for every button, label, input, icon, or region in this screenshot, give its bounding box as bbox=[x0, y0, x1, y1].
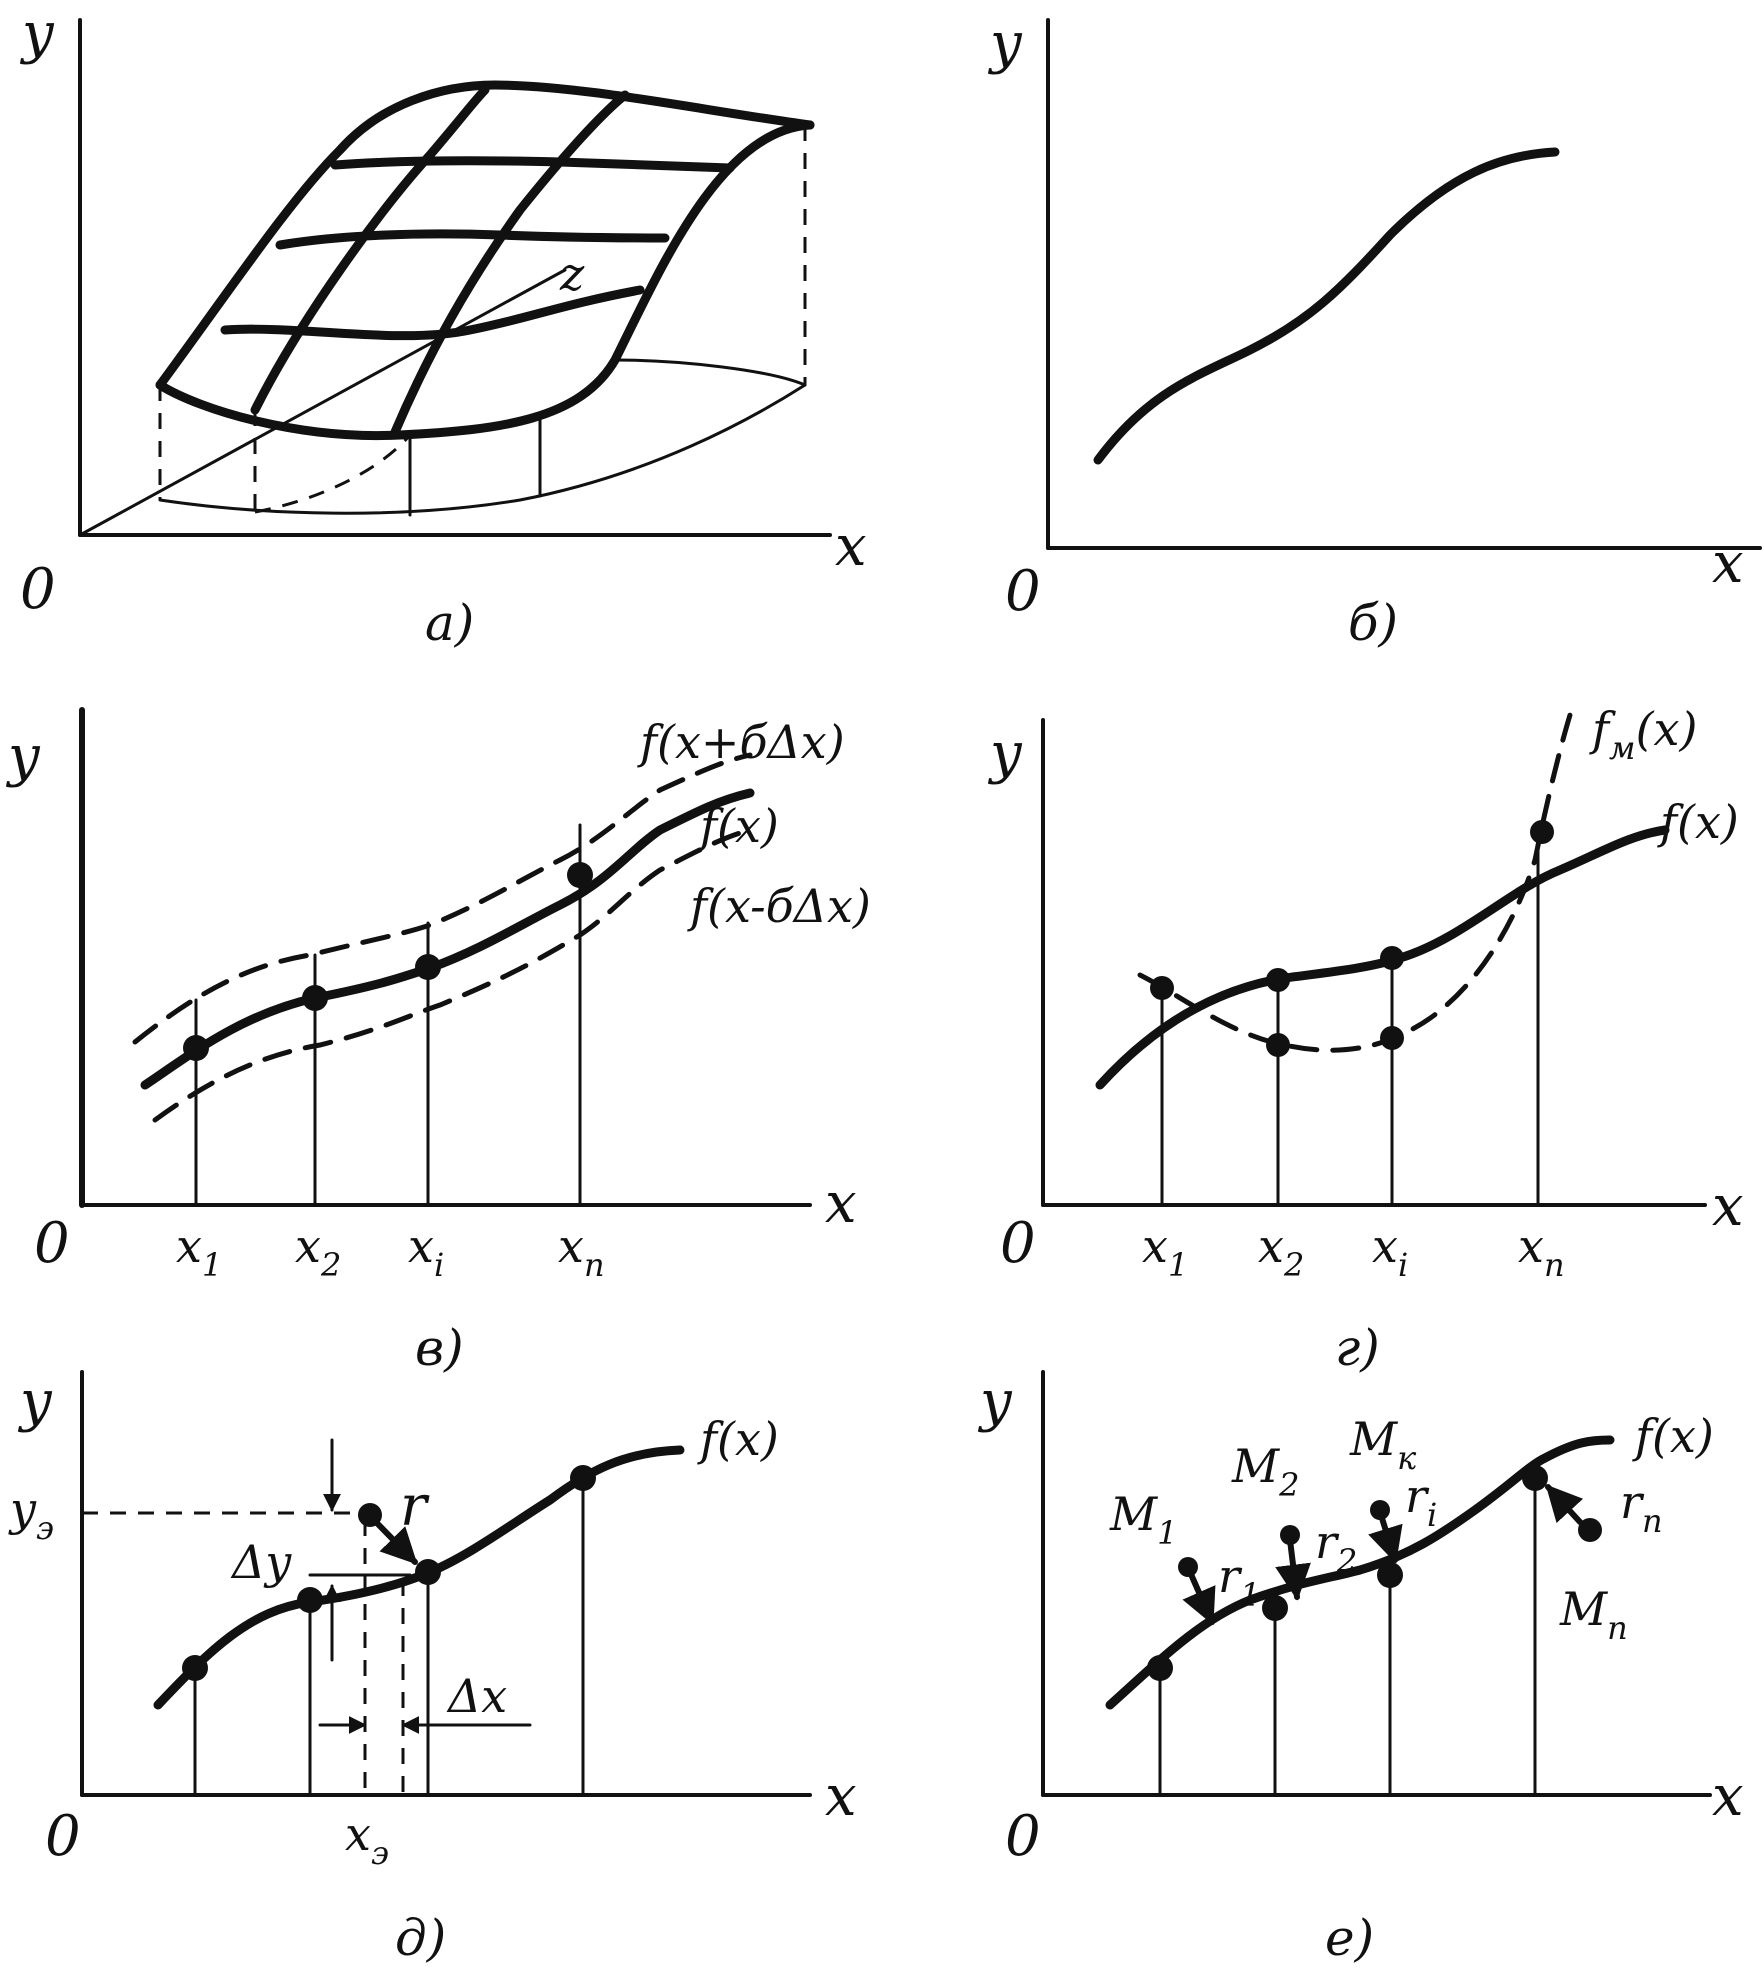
ye-label: yэ bbox=[8, 1482, 54, 1547]
tick-g-xn: xп bbox=[1518, 1219, 1565, 1284]
lower-curve-label: f(x-бΔx) bbox=[687, 879, 871, 933]
panel-a: y x z 0 а) bbox=[19, 1, 867, 652]
residual-r2-arrow bbox=[1275, 1537, 1311, 1601]
tick-v-xn: xп bbox=[558, 1219, 605, 1284]
data-point-v-1 bbox=[183, 1035, 209, 1061]
tick-v-x2: x2 bbox=[295, 1219, 341, 1284]
main-curve-g-label: f(x) bbox=[1657, 795, 1739, 849]
data-point-g-n bbox=[1530, 820, 1554, 844]
upper-curve-label: f(x+бΔx) bbox=[637, 715, 845, 769]
data-point-g-i bbox=[1380, 946, 1404, 970]
panel-a-x-label: x bbox=[835, 514, 867, 579]
panel-e-caption: е) bbox=[1325, 1909, 1374, 1967]
point-Mk bbox=[1370, 1500, 1390, 1520]
residual-r1-arrow bbox=[1182, 1569, 1216, 1626]
residual-r-arrow bbox=[369, 1515, 418, 1565]
residual-ri-arrow bbox=[1368, 1512, 1403, 1564]
label-M2: M2 bbox=[1231, 1439, 1299, 1504]
data-point-d-2 bbox=[297, 1587, 323, 1613]
dx-label: Δx bbox=[446, 1669, 507, 1723]
panel-b: y x 0 б) bbox=[987, 11, 1762, 652]
data-point-v-2 bbox=[302, 985, 328, 1011]
tick-v-x1: x1 bbox=[176, 1219, 222, 1284]
label-rn: rп bbox=[1620, 1475, 1663, 1540]
panel-g-y-label: y bbox=[987, 721, 1023, 786]
main-curve-v-label: f(x) bbox=[697, 799, 779, 853]
panel-g-origin-label: 0 bbox=[1000, 1211, 1036, 1276]
panel-g-x-label: x bbox=[1712, 1174, 1744, 1239]
tick-g-x1: x1 bbox=[1142, 1219, 1188, 1284]
data-point-d-3 bbox=[415, 1559, 441, 1585]
data-point-d-4 bbox=[570, 1465, 596, 1491]
model-point-g-i bbox=[1380, 1026, 1404, 1050]
panel-d-x-label: x bbox=[825, 1764, 857, 1829]
panel-d-origin-label: 0 bbox=[45, 1804, 81, 1869]
panel-v-y-label: y bbox=[5, 724, 41, 789]
label-r2: r2 bbox=[1315, 1515, 1357, 1580]
tick-v-xi: xi bbox=[408, 1219, 444, 1284]
panel-g-caption: г) bbox=[1335, 1319, 1380, 1377]
panel-v-caption: в) bbox=[415, 1319, 464, 1377]
tick-g-xi: xi bbox=[1372, 1219, 1408, 1284]
panel-a-caption: а) bbox=[425, 594, 474, 652]
panel-b-origin-label: 0 bbox=[1005, 559, 1041, 624]
panel-b-y-label: y bbox=[987, 11, 1023, 76]
point-Mn bbox=[1578, 1518, 1602, 1542]
model-curve-label: fм(x) bbox=[1589, 702, 1697, 767]
panel-e-origin-label: 0 bbox=[1005, 1804, 1041, 1869]
model-point-g-2 bbox=[1266, 1033, 1290, 1057]
upper-band-curve bbox=[132, 752, 753, 1045]
surface-base bbox=[158, 125, 807, 517]
residual-rn-arrow bbox=[1545, 1484, 1584, 1525]
data-point-e-2 bbox=[1262, 1595, 1288, 1621]
panel-a-origin-label: 0 bbox=[20, 557, 56, 622]
dy-label: Δy bbox=[230, 1535, 292, 1589]
residual-r-label: r bbox=[400, 1474, 430, 1539]
label-Mk: Mк bbox=[1349, 1412, 1417, 1477]
panel-b-caption: б) bbox=[1348, 594, 1398, 652]
surface-mesh bbox=[155, 80, 815, 441]
data-point-v-i bbox=[415, 954, 441, 980]
point-M2 bbox=[1280, 1525, 1300, 1545]
panel-b-x-label: x bbox=[1712, 531, 1744, 596]
panel-d-y-label: y bbox=[17, 1369, 53, 1434]
main-curve-e-label: f(x) bbox=[1632, 1409, 1714, 1463]
panel-a-z-label: z bbox=[559, 247, 585, 301]
model-point-g-1 bbox=[1150, 976, 1174, 1000]
data-point-g-2 bbox=[1266, 968, 1290, 992]
xe-label: xэ bbox=[345, 1807, 389, 1872]
panel-g: y x 0 fм(x) f(x) x1 x2 xi xп г) bbox=[987, 702, 1744, 1377]
label-r1: r1 bbox=[1218, 1549, 1260, 1614]
panel-d: y x 0 f(x) yэ xэ Δy Δx r д) bbox=[8, 1369, 857, 1967]
tick-g-x2: x2 bbox=[1258, 1219, 1304, 1284]
data-point-e-1 bbox=[1147, 1655, 1173, 1681]
panel-a-y-label: y bbox=[19, 1, 55, 66]
panel-e-y-label: y bbox=[977, 1369, 1013, 1434]
model-curve-g bbox=[1137, 712, 1573, 1053]
lower-band-curve bbox=[152, 827, 753, 1123]
main-curve-v bbox=[140, 788, 755, 1090]
panel-v: y x 0 f(x+бΔx) f(x) f(x-бΔx) x1 x2 xi xп… bbox=[5, 707, 871, 1377]
panel-e-x-label: x bbox=[1712, 1764, 1744, 1829]
label-ri: ri bbox=[1405, 1469, 1437, 1534]
panel-b-curve bbox=[1093, 147, 1560, 465]
panel-v-origin-label: 0 bbox=[34, 1211, 70, 1276]
data-point-e-3 bbox=[1377, 1562, 1403, 1588]
main-curve-d-label: f(x) bbox=[697, 1412, 779, 1466]
data-point-e-4 bbox=[1522, 1465, 1548, 1491]
panel-v-x-label: x bbox=[825, 1171, 857, 1236]
panel-e: y x 0 f(x) M1 M2 Mк Mп r1 r2 ri rп е) bbox=[977, 1369, 1744, 1967]
label-Mn: Mп bbox=[1559, 1582, 1628, 1647]
data-point-v-n bbox=[567, 862, 593, 888]
panel-d-caption: д) bbox=[395, 1909, 446, 1967]
panel-a-z-axis bbox=[78, 268, 567, 537]
label-M1: M1 bbox=[1109, 1487, 1177, 1552]
data-point-d-1 bbox=[182, 1655, 208, 1681]
